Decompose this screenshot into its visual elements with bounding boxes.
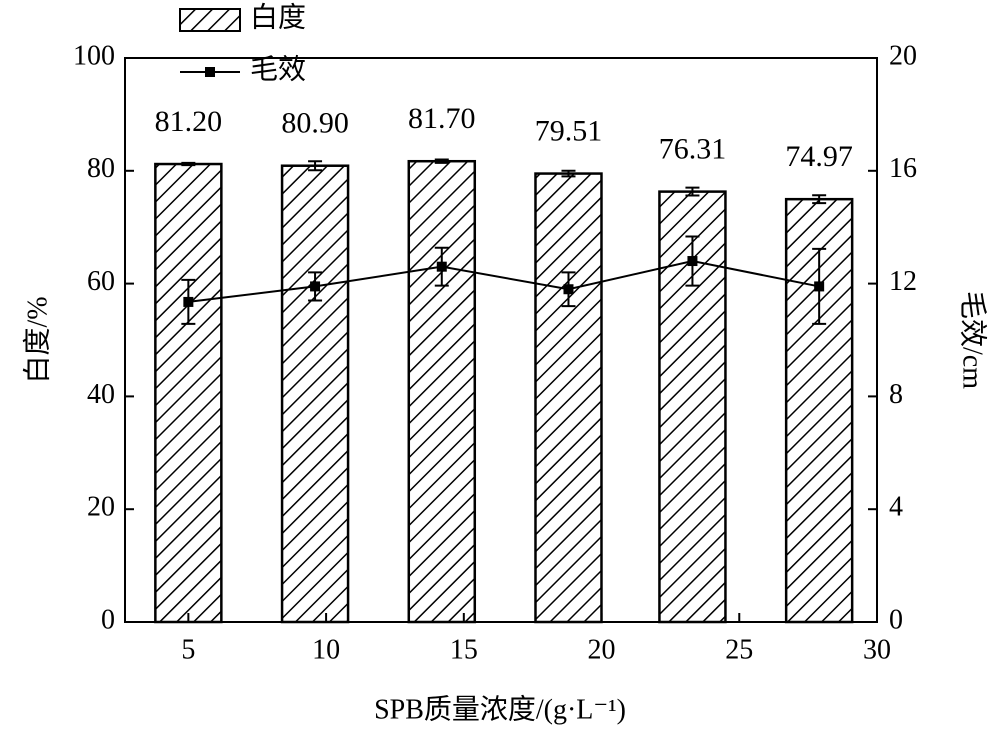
y-tick-label: 100 (73, 40, 115, 71)
data-label: 76.31 (659, 133, 727, 166)
error-bar (812, 194, 827, 205)
x-tick-label: 25 (725, 634, 753, 665)
y2-tick-label: 16 (889, 153, 917, 184)
x-tick-label: 5 (181, 634, 195, 665)
marker (687, 256, 698, 267)
legend-swatch (179, 8, 241, 32)
data-label: 81.70 (408, 102, 476, 135)
error-bar (685, 186, 700, 197)
marker (563, 284, 574, 295)
data-label: 74.97 (785, 140, 853, 173)
error-bar (561, 169, 576, 178)
x-tick-label: 15 (450, 634, 478, 665)
error-bar (181, 161, 196, 167)
line (188, 260, 820, 303)
bar (534, 172, 603, 624)
y2-tick-label: 12 (889, 266, 917, 297)
y2-axis-label: 毛效/cm (957, 291, 989, 389)
x-tick-label: 10 (312, 634, 340, 665)
legend-label: 白度 (250, 1, 306, 33)
bar (407, 159, 477, 624)
x-tick-label: 20 (588, 634, 616, 665)
y-tick-label: 20 (87, 492, 115, 523)
x-axis-label: SPB质量浓度/(g·L⁻¹) (374, 693, 626, 725)
marker (183, 296, 194, 307)
legend-label: 毛效 (250, 53, 306, 85)
legend-swatch (205, 67, 215, 77)
data-label: 81.20 (155, 105, 223, 138)
y2-tick-label: 4 (889, 492, 903, 523)
y2-tick-label: 0 (889, 604, 903, 635)
plot-frame (124, 57, 878, 623)
error-bar (308, 160, 323, 172)
y-tick-label: 80 (87, 153, 115, 184)
y-tick-label: 40 (87, 379, 115, 410)
marker (814, 281, 825, 292)
bar (154, 162, 223, 624)
marker (310, 281, 321, 292)
x-tick-label: 30 (863, 634, 891, 665)
y2-tick-label: 20 (889, 40, 917, 71)
data-label: 79.51 (535, 114, 603, 147)
marker (436, 261, 447, 272)
bar (280, 164, 350, 624)
y-tick-label: 0 (101, 604, 115, 635)
error-bar (434, 158, 449, 164)
y-tick-label: 60 (87, 266, 115, 297)
data-label: 80.90 (281, 107, 349, 140)
y2-tick-label: 8 (889, 379, 903, 410)
y-axis-label: 白度/% (21, 296, 53, 383)
